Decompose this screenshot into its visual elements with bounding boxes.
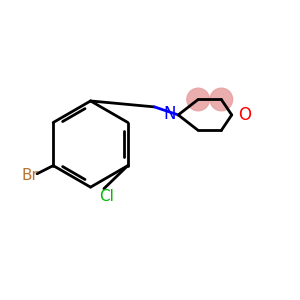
- Circle shape: [210, 88, 233, 111]
- Text: Cl: Cl: [100, 189, 114, 204]
- Text: N: N: [164, 105, 176, 123]
- Text: O: O: [238, 106, 251, 124]
- Circle shape: [187, 88, 209, 111]
- Text: Br: Br: [21, 168, 38, 183]
